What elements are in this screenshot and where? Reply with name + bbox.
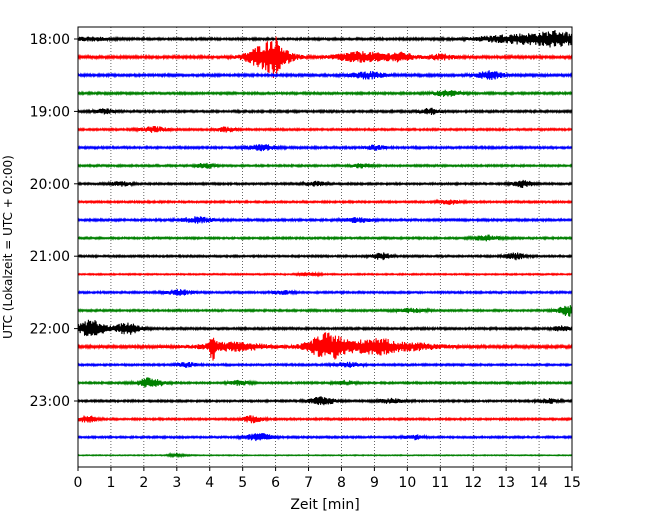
trace-1800 (77, 29, 573, 48)
trace-2230 (77, 361, 573, 369)
x-tick-label: 12 (464, 475, 482, 491)
y-tick-label: 21:00 (30, 249, 70, 265)
x-tick-label: 9 (370, 475, 379, 491)
trace-1945 (77, 162, 573, 169)
x-tick-label: 7 (304, 475, 313, 491)
trace-2330 (77, 433, 573, 442)
x-tick-label: 0 (74, 475, 83, 491)
x-tick-label: 11 (431, 475, 449, 491)
x-tick-label: 8 (337, 475, 346, 491)
trace-2030 (77, 216, 573, 224)
x-axis-label: Zeit [min] (290, 497, 359, 513)
trace-2215 (77, 332, 573, 361)
y-axis-ticks: 18:00 19:00 20:00 21:00 22:00 23:00 (30, 32, 78, 410)
x-tick-label: 14 (530, 475, 548, 491)
x-axis-ticks: 0 1 2 3 4 5 6 7 8 9 10 11 12 13 14 15 (74, 467, 581, 491)
trace-2345 (77, 451, 573, 459)
vertical-gridlines (110, 27, 540, 467)
trace-1900 (77, 107, 573, 116)
trace-2300 (77, 396, 573, 406)
x-tick-label: 2 (139, 475, 148, 491)
trace-2245 (77, 377, 573, 388)
trace-1930 (77, 144, 573, 152)
trace-1915 (77, 126, 573, 133)
x-tick-label: 6 (271, 475, 280, 491)
plot-frame (77, 26, 573, 468)
x-tick-label: 13 (497, 475, 515, 491)
trace-2045 (77, 234, 573, 242)
trace-1845 (77, 89, 573, 97)
trace-2315 (77, 415, 573, 424)
trace-2000 (77, 179, 573, 188)
trace-2130 (77, 289, 573, 296)
y-tick-label: 18:00 (30, 32, 70, 48)
trace-2200 (77, 319, 573, 337)
y-tick-label: 23:00 (30, 394, 70, 410)
y-tick-label: 22:00 (30, 322, 70, 338)
x-tick-label: 3 (172, 475, 181, 491)
y-tick-label: 19:00 (30, 104, 70, 120)
y-tick-label: 20:00 (30, 177, 70, 193)
x-tick-label: 15 (563, 475, 581, 491)
x-tick-label: 1 (106, 475, 115, 491)
trace-2100 (77, 252, 573, 261)
x-tick-label: 10 (398, 475, 416, 491)
y-axis-label: UTC (Lokalzeit = UTC + 02:00) (1, 155, 15, 339)
seismic-traces (77, 29, 573, 459)
trace-1815 (77, 36, 573, 79)
trace-2015 (77, 198, 573, 205)
trace-1830 (77, 70, 573, 80)
trace-2145 (77, 305, 573, 317)
x-tick-label: 5 (238, 475, 247, 491)
trace-2115 (77, 270, 573, 278)
x-tick-label: 4 (205, 475, 214, 491)
